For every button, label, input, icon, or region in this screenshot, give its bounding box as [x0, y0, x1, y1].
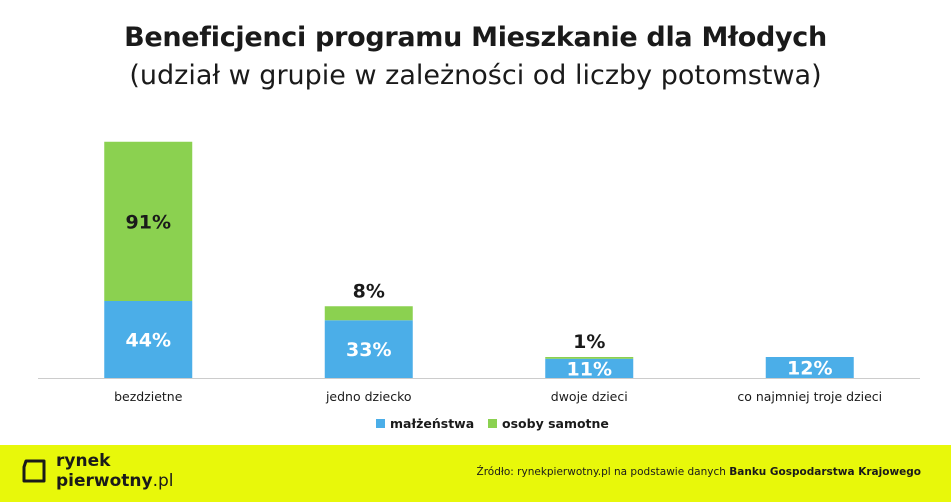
bar-single-1 [324, 306, 413, 321]
source-institution: Banku Gospodarstwa Krajowego [729, 466, 921, 478]
logo-text-line2: pierwotny.pl [56, 471, 174, 491]
bar-single-2 [545, 357, 634, 359]
bar-married-2 [545, 358, 634, 378]
chart-title: Beneficjenci programu Mieszkanie dla Mło… [124, 22, 827, 53]
legend-label-0: małżeństwa [390, 416, 474, 431]
category-label-3: co najmniej troje dzieci [737, 389, 882, 404]
bar-single-0 [104, 141, 193, 301]
category-label-0: bezdzietne [114, 389, 183, 404]
legend-swatch-1 [488, 419, 497, 428]
bar-married-3 [765, 357, 854, 378]
bar-married-1 [324, 320, 413, 378]
legend-label-1: osoby samotne [502, 416, 609, 431]
logo-icon [22, 459, 46, 483]
category-label-1: jedno dziecko [325, 389, 412, 404]
legend-swatch-0 [376, 419, 385, 428]
data-label-single-1: 8% [353, 280, 385, 302]
data-label-single-2: 1% [573, 331, 605, 353]
category-label-2: dwoje dzieci [551, 389, 628, 404]
logo-text-domain: .pl [152, 471, 174, 491]
chart-subtitle: (udział w grupie w zależności od liczby … [129, 60, 822, 91]
data-label-married-1: 33% [346, 339, 391, 361]
footer-bar: rynek pierwotny.pl Źródło: rynekpierwotn… [0, 445, 951, 502]
data-label-single-0: 91% [126, 211, 171, 233]
logo-text-bold: pierwotny [56, 471, 153, 491]
data-label-married-3: 12% [787, 358, 832, 380]
data-label-married-2: 11% [567, 358, 612, 380]
stacked-bar-chart: 44% 91% bezdzietne 33% 8% jedno dziecko 11% 1% d… [38, 141, 920, 431]
data-label-married-0: 44% [126, 330, 171, 352]
source-prefix: Źródło: rynekpierwotny.pl na podstawie d… [476, 466, 730, 478]
bar-married-0 [104, 301, 193, 378]
source-note: Źródło: rynekpierwotny.pl na podstawie d… [477, 466, 921, 478]
logo-text-line1: rynek [56, 451, 111, 471]
